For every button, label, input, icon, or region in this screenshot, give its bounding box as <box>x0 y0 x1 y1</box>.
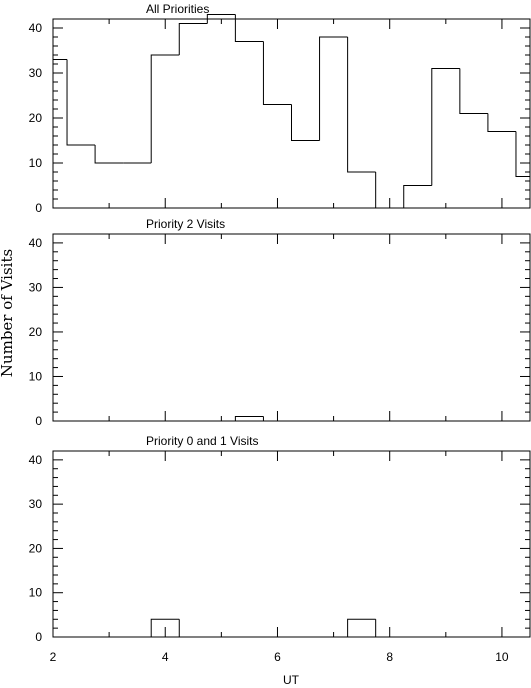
y-tick-label: 40 <box>29 236 43 250</box>
x-tick-label: 2 <box>50 650 57 664</box>
histogram-bar <box>94 145 124 164</box>
panel-title: All Priorities <box>146 2 209 16</box>
y-tick-label: 10 <box>29 156 43 170</box>
y-axis-label: Number of Visits <box>0 249 16 377</box>
y-tick-label: 0 <box>35 201 42 215</box>
panel-1: All Priorities 0 10 20 30 40 <box>29 2 531 215</box>
histogram-bar <box>262 416 292 422</box>
plot-frame <box>52 233 531 422</box>
y-tick-label: 40 <box>29 453 43 467</box>
histogram-bar <box>206 14 236 24</box>
histogram-bar <box>347 618 376 637</box>
histogram-bar <box>487 113 516 132</box>
histogram-bar <box>319 36 348 141</box>
histogram-series <box>53 416 530 422</box>
x-tick-label: 10 <box>495 650 509 664</box>
histogram-series <box>52 14 531 209</box>
plot-frame <box>52 450 531 638</box>
panel-title: Priority 2 Visits <box>146 217 225 231</box>
y-tick-label: 30 <box>29 497 43 511</box>
panel-2: Priority 2 Visits 0 10 20 30 40 <box>29 217 531 428</box>
y-tick-label: 30 <box>29 66 43 80</box>
y-tick-label: 30 <box>29 280 43 294</box>
histogram-bar <box>178 619 208 638</box>
y-tick-label: 20 <box>29 111 43 125</box>
histogram-bar <box>150 618 180 637</box>
y-tick-label: 20 <box>29 541 43 555</box>
histogram-bar <box>262 41 292 105</box>
x-tick-label: 6 <box>274 650 281 664</box>
histogram-bar <box>459 68 488 114</box>
histogram-bar <box>66 59 96 146</box>
x-tick-label: 8 <box>386 650 393 664</box>
y-tick-label: 20 <box>29 325 43 339</box>
histogram-bar <box>515 131 531 208</box>
x-axis-label: UT <box>283 673 300 687</box>
histogram-bar <box>375 619 404 638</box>
histogram-bar <box>178 23 208 55</box>
histogram-bar <box>375 172 404 209</box>
panel-title: Priority 0 and 1 Visits <box>146 434 259 448</box>
histogram-series <box>53 618 530 638</box>
panel-3: Priority 0 and 1 Visits 2 4 6 8 10 0 10 20 30 40 <box>29 434 531 664</box>
histogram-bar <box>52 59 68 208</box>
histogram-bar <box>347 37 376 173</box>
y-tick-label: 0 <box>35 630 42 644</box>
y-tick-label: 40 <box>29 21 43 35</box>
y-tick-label: 10 <box>29 369 43 383</box>
histogram-bar <box>150 54 180 163</box>
y-tick-label: 10 <box>29 586 43 600</box>
histogram-bar <box>431 68 460 186</box>
y-tick-label: 0 <box>35 414 42 428</box>
histogram-bar <box>403 185 432 208</box>
histogram-bar <box>234 416 264 421</box>
histogram-bar <box>234 14 264 42</box>
x-tick-label: 4 <box>162 650 169 664</box>
histogram-bar <box>291 104 320 141</box>
